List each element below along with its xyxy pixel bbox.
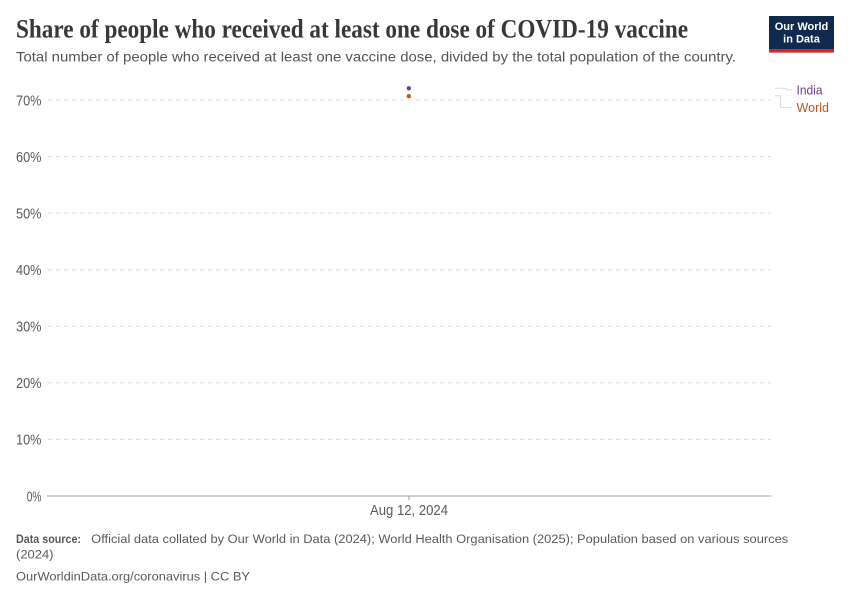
svg-text:70%: 70% xyxy=(16,93,42,109)
svg-text:India: India xyxy=(797,83,824,98)
svg-text:Official data collated by Our: Official data collated by Our World in D… xyxy=(91,532,788,546)
svg-text:10%: 10% xyxy=(16,433,42,449)
svg-text:Our World: Our World xyxy=(775,21,829,33)
svg-text:40%: 40% xyxy=(16,263,42,279)
svg-text:(2024): (2024) xyxy=(16,548,54,562)
svg-text:Total number of people who rec: Total number of people who received at l… xyxy=(16,48,736,64)
svg-text:20%: 20% xyxy=(16,376,42,392)
svg-text:Data source:: Data source: xyxy=(16,532,81,546)
svg-text:30%: 30% xyxy=(16,320,42,336)
svg-text:60%: 60% xyxy=(16,150,42,166)
svg-text:0%: 0% xyxy=(27,489,42,505)
svg-text:OurWorldinData.org/coronavirus: OurWorldinData.org/coronavirus | CC BY xyxy=(16,570,250,584)
svg-text:World: World xyxy=(797,100,830,115)
svg-text:in Data: in Data xyxy=(783,34,821,46)
svg-text:Aug 12, 2024: Aug 12, 2024 xyxy=(370,502,448,519)
svg-text:Share of people who received a: Share of people who received at least on… xyxy=(16,14,688,43)
svg-text:50%: 50% xyxy=(16,206,42,222)
